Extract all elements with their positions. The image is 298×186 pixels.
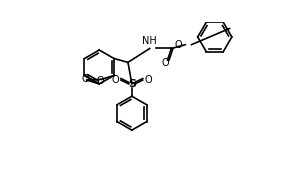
Text: O: O <box>81 73 89 84</box>
Text: O: O <box>112 75 119 85</box>
Text: O: O <box>175 40 182 50</box>
Text: O: O <box>96 76 104 86</box>
Text: O: O <box>144 75 152 85</box>
Text: NH: NH <box>142 36 157 46</box>
Text: O: O <box>161 58 169 68</box>
Text: S: S <box>128 79 136 89</box>
